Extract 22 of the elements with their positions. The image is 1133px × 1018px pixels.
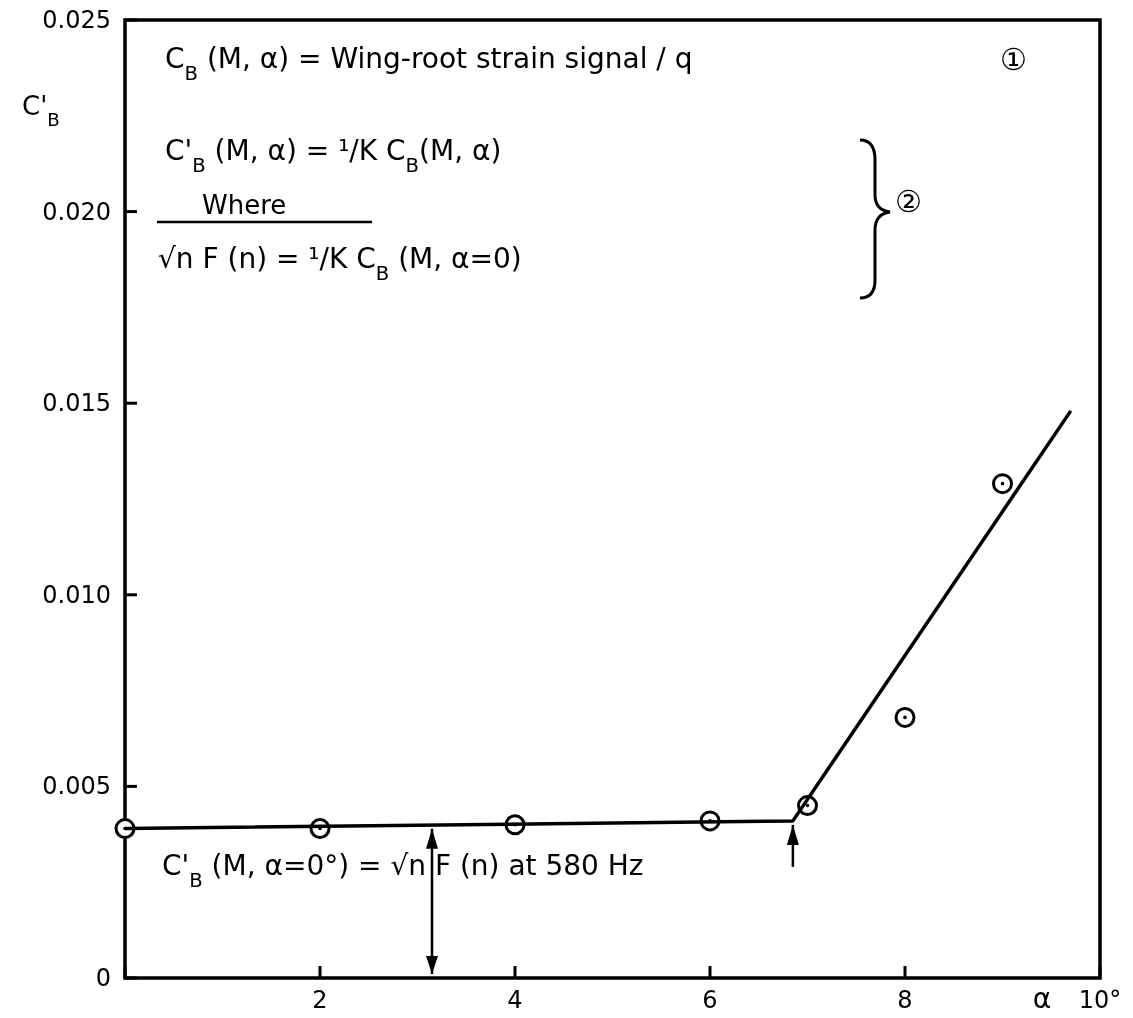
annotation: Where [202, 190, 287, 220]
y-tick-label: 0.020 [42, 197, 111, 226]
x-axis-title: α [1032, 982, 1052, 1015]
annotation: ② [895, 184, 922, 219]
y-tick-label: 0.005 [42, 772, 111, 801]
y-tick-label: 0.015 [42, 389, 111, 418]
annotation: ① [1000, 42, 1027, 77]
x-tick-label: 4 [507, 986, 523, 1014]
annotation: C$_{B}$ (M, α) = Wing-root strain signal / q [165, 42, 693, 85]
point [992, 473, 1013, 495]
x-tick-label: 8 [897, 986, 913, 1014]
y-tick-label: 0.010 [42, 580, 111, 609]
annotation: C'$_{B}$ (M, α) = ¹/K C$_{B}$(M, α) [165, 134, 502, 177]
annotation: C'$_{B}$ (M, α=0°) = √n F (n) at 580 Hz [162, 849, 644, 892]
y-tick-label: 0 [95, 964, 111, 992]
x-tick-label: 2 [312, 986, 328, 1014]
annotation: √n F (n) = ¹/K C$_{B}$ (M, α=0) [158, 242, 522, 285]
x-tick-label: 10° [1078, 986, 1122, 1014]
point [894, 706, 916, 728]
x-tick-label: 6 [702, 986, 718, 1014]
y-axis-title: C'$_{B}$ [22, 91, 60, 130]
y-tick-label: 0.025 [42, 6, 111, 34]
